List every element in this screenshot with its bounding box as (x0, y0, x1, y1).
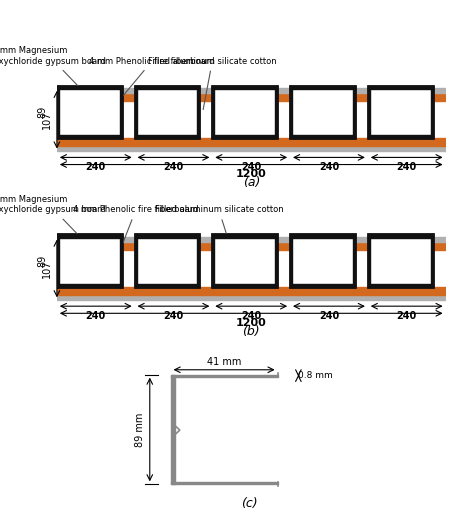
Bar (292, 238, 353, 284)
Bar (292, 89, 353, 135)
Bar (290, 234, 355, 287)
Text: 4 mm Magnesium
Oxychloride gypsum board: 4 mm Magnesium Oxychloride gypsum board (0, 46, 106, 89)
Bar (57, 284, 122, 287)
Text: 41 mm: 41 mm (207, 358, 241, 367)
Bar (59, 89, 120, 135)
Bar (290, 234, 355, 238)
Bar (135, 86, 200, 139)
Bar (135, 284, 200, 287)
Text: Filled aluminum silicate cotton: Filled aluminum silicate cotton (155, 205, 283, 259)
Bar (135, 234, 200, 238)
Bar (212, 234, 277, 238)
Bar (368, 234, 370, 287)
Bar (212, 234, 214, 287)
Bar (368, 234, 433, 287)
Text: 4 mm Phenolic fire fiberboard: 4 mm Phenolic fire fiberboard (73, 205, 199, 244)
Text: 240: 240 (86, 311, 106, 321)
Bar (135, 135, 200, 139)
Text: 240: 240 (86, 162, 106, 172)
Bar (135, 86, 200, 89)
Bar (290, 86, 292, 139)
Bar (431, 234, 433, 287)
Bar (171, 374, 174, 484)
Bar (137, 238, 198, 284)
Bar (353, 234, 355, 287)
Bar (290, 86, 355, 139)
Bar (171, 482, 278, 484)
Bar (431, 86, 433, 139)
Bar (275, 86, 277, 139)
Bar (353, 86, 355, 139)
Bar (290, 284, 355, 287)
Bar (212, 86, 214, 139)
Bar (214, 89, 275, 135)
Text: 107: 107 (42, 111, 52, 129)
Bar (57, 234, 122, 287)
Bar (212, 135, 277, 139)
Bar (120, 86, 122, 139)
Bar (290, 135, 355, 139)
Bar (214, 238, 275, 284)
Bar (57, 86, 59, 139)
Bar (368, 86, 433, 89)
Bar (212, 86, 277, 139)
Text: 4 mm Phenolic fire fiberboard: 4 mm Phenolic fire fiberboard (89, 56, 215, 95)
Bar (135, 234, 137, 287)
Bar (57, 287, 446, 295)
Text: 1200: 1200 (236, 169, 266, 179)
Bar (57, 236, 446, 242)
Bar (135, 86, 137, 139)
Text: 89: 89 (37, 255, 47, 267)
Text: 240: 240 (397, 311, 417, 321)
Bar (57, 86, 122, 89)
Bar (368, 86, 433, 139)
Text: 89 mm: 89 mm (135, 413, 145, 447)
Text: 0.8 mm: 0.8 mm (299, 371, 333, 380)
Bar (57, 93, 446, 101)
Bar (212, 86, 277, 89)
Bar (171, 374, 278, 377)
Text: 240: 240 (241, 162, 261, 172)
Text: 89: 89 (37, 106, 47, 119)
Text: (c): (c) (240, 497, 257, 509)
Text: 240: 240 (319, 311, 339, 321)
Text: Filled aluminum silicate cotton: Filled aluminum silicate cotton (148, 56, 277, 110)
Bar (59, 238, 120, 284)
Bar (368, 135, 433, 139)
Bar (135, 234, 200, 287)
Bar (198, 234, 200, 287)
Bar (57, 234, 59, 287)
Bar (368, 86, 370, 139)
Bar (370, 89, 431, 135)
Text: 240: 240 (164, 311, 183, 321)
Bar (57, 86, 122, 139)
Bar (57, 139, 446, 146)
Bar (290, 234, 292, 287)
Bar (290, 86, 355, 89)
Text: (b): (b) (242, 325, 260, 338)
Bar (120, 234, 122, 287)
Text: (a): (a) (243, 176, 260, 189)
Bar (57, 135, 122, 139)
Text: 240: 240 (241, 311, 261, 321)
Bar (57, 295, 446, 300)
Bar (212, 234, 277, 287)
Text: 4 mm Magnesium
Oxychloride gypsum board: 4 mm Magnesium Oxychloride gypsum board (0, 195, 106, 238)
Bar (57, 242, 446, 250)
Text: 1200: 1200 (236, 318, 266, 328)
Bar (57, 146, 446, 151)
Text: 107: 107 (42, 260, 52, 278)
Bar (57, 88, 446, 93)
Bar (212, 284, 277, 287)
Text: 240: 240 (164, 162, 183, 172)
Text: 240: 240 (319, 162, 339, 172)
Bar (275, 234, 277, 287)
Text: 240: 240 (397, 162, 417, 172)
Bar (368, 234, 433, 238)
Bar (198, 86, 200, 139)
Bar (137, 89, 198, 135)
Bar (368, 284, 433, 287)
Bar (370, 238, 431, 284)
Bar (57, 234, 122, 238)
